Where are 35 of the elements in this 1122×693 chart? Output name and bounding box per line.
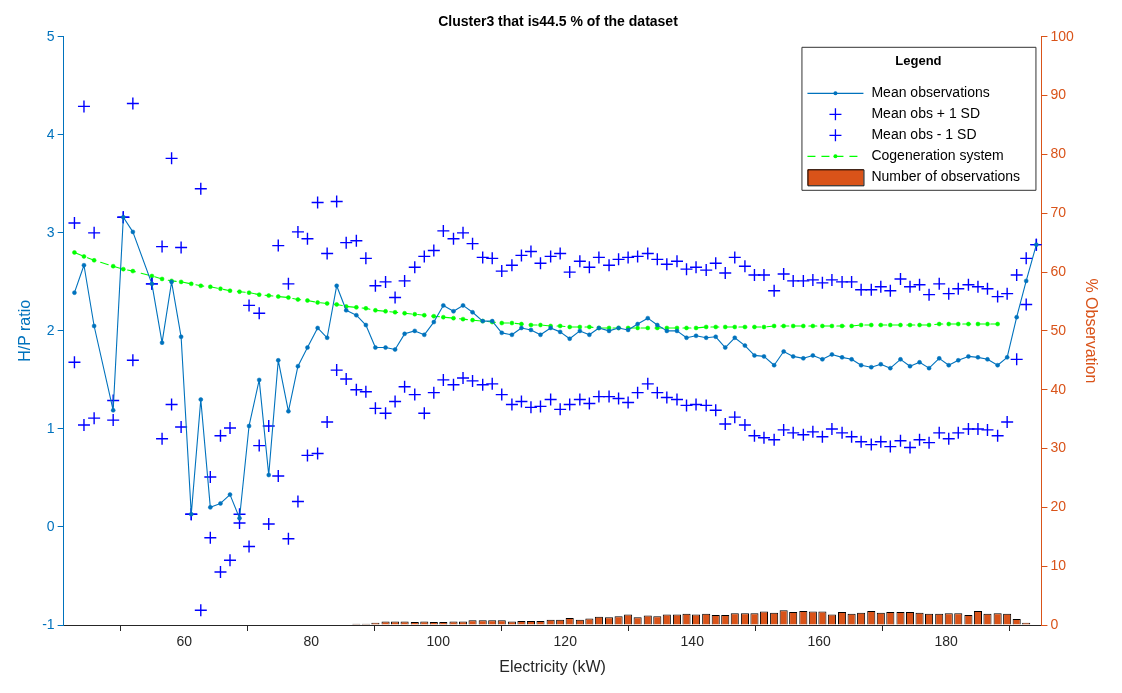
legend-label: Number of observations <box>871 168 1021 185</box>
y2-tick-label: 100 <box>1050 27 1075 44</box>
y2-tick-label: 90 <box>1050 86 1067 103</box>
x-tick-label: 140 <box>680 633 705 650</box>
x-tick-label: 160 <box>807 633 832 650</box>
y2-tick-label: 10 <box>1050 557 1067 574</box>
y-tick-label: 0 <box>46 517 55 534</box>
x-tick-label: 80 <box>303 633 320 650</box>
y2-tick-label: 40 <box>1050 380 1067 397</box>
chart-title: Cluster3 that is44.5 % of the dataset <box>438 13 679 30</box>
y-tick-label: 1 <box>46 419 55 436</box>
y2-axis-title: % Observation <box>1082 278 1100 384</box>
x-tick-label: 180 <box>934 633 959 650</box>
legend-label: Cogeneration system <box>871 147 1004 164</box>
y-axis-title: H/P ratio <box>16 299 34 362</box>
y2-tick-label: 20 <box>1050 498 1067 515</box>
y2-tick-label: 80 <box>1050 145 1067 162</box>
y-tick-label: 5 <box>46 27 55 44</box>
y2-tick-label: 30 <box>1050 439 1067 456</box>
y2-tick-label: 0 <box>1050 615 1059 632</box>
legend-label: Mean obs + 1 SD <box>871 105 980 122</box>
y2-tick-label: 50 <box>1050 321 1067 338</box>
x-tick-label: 120 <box>553 633 578 650</box>
y2-tick-label: 60 <box>1050 262 1067 279</box>
legend-title: Legend <box>895 53 942 69</box>
legend-label: Mean observations <box>871 84 990 101</box>
y-tick-label: 3 <box>46 223 55 240</box>
y-tick-label: -1 <box>42 615 55 632</box>
y2-tick-label: 70 <box>1050 204 1067 221</box>
x-tick-label: 100 <box>426 633 451 650</box>
x-tick-label: 60 <box>176 633 193 650</box>
y-tick-label: 4 <box>46 125 55 142</box>
y-tick-label: 2 <box>46 321 55 338</box>
legend-label: Mean obs - 1 SD <box>871 126 977 143</box>
x-axis-title: Electricity (kW) <box>499 657 606 675</box>
